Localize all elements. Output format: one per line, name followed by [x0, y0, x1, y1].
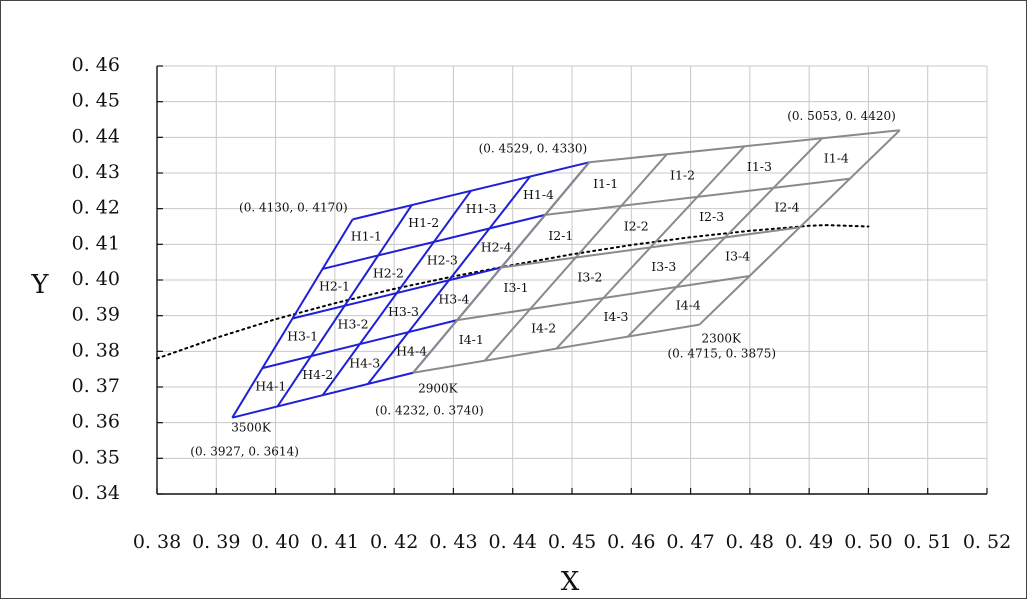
cell-label: I3-2 [577, 270, 602, 285]
bin-boundary-H [322, 213, 546, 270]
annotations: (0. 4130, 0. 4170) (0. 4529, 0. 4330) (0. … [190, 109, 896, 458]
annotation-label: (0. 5053, 0. 4420) [787, 109, 896, 123]
axes [156, 65, 988, 495]
locus-curve [156, 224, 870, 360]
y-tick-label: 0. 45 [72, 90, 120, 112]
cell-label: I3-1 [504, 280, 529, 295]
x-tick-label: 0. 48 [726, 531, 774, 553]
cell-label: I4-2 [531, 321, 556, 336]
cell-label: H4-1 [255, 379, 286, 394]
x-tick-label: 0. 43 [429, 531, 477, 553]
cell-label: H4-4 [396, 344, 427, 359]
y-tick-label: 0. 43 [72, 161, 120, 183]
cell-label: I3-4 [725, 248, 750, 263]
annotation-label: (0. 4232, 0. 3740) [375, 404, 484, 418]
cell-label: H4-3 [349, 355, 380, 370]
x-tick-label: 0. 40 [251, 531, 299, 553]
cell-label: H4-2 [302, 367, 333, 382]
cell-label: I2-1 [548, 228, 573, 243]
y-tick-label: 0. 36 [72, 411, 120, 433]
cell-label: I2-3 [699, 209, 724, 224]
tick-labels: 0. 38 0. 39 0. 40 0. 41 0. 42 0. 43 0. 44 0. 45… [72, 54, 1012, 553]
annotation-label: 2900K [418, 382, 459, 396]
annotation-label: 3500K [231, 421, 272, 435]
bin-boundary-I [589, 129, 900, 164]
x-tick-label: 0. 42 [370, 531, 418, 553]
annotation-label: 2300K [701, 332, 742, 346]
y-tick-label: 0. 44 [72, 125, 120, 147]
annotation-label: (0. 4130, 0. 4170) [239, 200, 348, 214]
x-tick-label: 0. 44 [489, 531, 537, 553]
cell-label: I2-2 [624, 218, 649, 233]
cell-label: H2-4 [481, 239, 512, 254]
x-tick-label: 0. 50 [844, 531, 892, 553]
annotation-label: (0. 3927, 0. 3614) [190, 445, 299, 459]
cell-label: H2-3 [427, 252, 458, 267]
bin-boundary-H [231, 218, 354, 419]
annotation-label: (0. 4715, 0. 3875) [667, 347, 776, 361]
cell-label: H2-1 [319, 279, 350, 294]
y-tick-label: 0. 40 [72, 268, 120, 290]
y-tick-label: 0. 34 [72, 482, 120, 504]
bin-boundary-I [456, 274, 750, 322]
cell-labels: H1-1 H1-2 H1-3 H1-4 H2-1 H2-2 H2-3 H2-4 H3-1 H3-2… [255, 150, 849, 393]
bin-grids [231, 129, 901, 419]
cell-label: I1-1 [593, 176, 618, 191]
bin-boundary-H [292, 266, 502, 320]
cell-label: I4-1 [459, 332, 484, 347]
bin-boundary-I [412, 323, 700, 374]
cell-label: I4-4 [676, 298, 701, 313]
y-tick-label: 0. 41 [72, 232, 120, 254]
cell-label: I1-2 [670, 167, 695, 182]
x-tick-label: 0. 47 [666, 531, 714, 553]
cell-label: H3-4 [438, 292, 469, 307]
cell-label: I2-4 [774, 199, 799, 214]
y-tick-label: 0. 35 [72, 446, 120, 468]
cell-label: H1-2 [408, 215, 439, 230]
cell-label: H1-3 [466, 201, 497, 216]
cell-label: H1-1 [351, 229, 382, 244]
y-tick-label: 0. 39 [72, 304, 120, 326]
bin-boundary-I [501, 226, 800, 269]
y-tick-label: 0. 37 [72, 375, 120, 397]
x-tick-label: 0. 51 [904, 531, 952, 553]
cell-label: H3-3 [388, 304, 419, 319]
x-tick-label: 0. 38 [133, 531, 181, 553]
y-axis-title: Y [30, 270, 49, 300]
cell-label: H1-4 [523, 187, 554, 202]
cell-label: I1-3 [747, 159, 772, 174]
grid [156, 65, 988, 495]
cell-label: H3-1 [287, 329, 318, 344]
cell-label: H3-2 [338, 316, 369, 331]
y-tick-label: 0. 42 [72, 197, 120, 219]
cell-label: I3-3 [651, 259, 676, 274]
x-axis-title: X [561, 567, 580, 597]
bin-boundary-H [262, 319, 458, 370]
cell-label: I4-3 [603, 309, 628, 324]
bin-boundary-H [232, 371, 414, 419]
x-tick-label: 0. 46 [607, 531, 655, 553]
bin-boundary-I [545, 177, 850, 216]
x-tick-label: 0. 52 [963, 531, 1011, 553]
bin-boundary-H [352, 161, 590, 221]
cell-label: H2-2 [373, 266, 404, 281]
x-tick-label: 0. 39 [192, 531, 240, 553]
x-tick-label: 0. 41 [311, 531, 359, 553]
y-tick-label: 0. 38 [72, 339, 120, 361]
cell-label: I1-4 [824, 150, 849, 165]
y-tick-label: 0. 46 [72, 54, 120, 76]
x-tick-label: 0. 45 [548, 531, 596, 553]
x-tick-label: 0. 49 [785, 531, 833, 553]
annotation-label: (0. 4529, 0. 4330) [479, 141, 588, 155]
locus-series-line [156, 224, 870, 360]
